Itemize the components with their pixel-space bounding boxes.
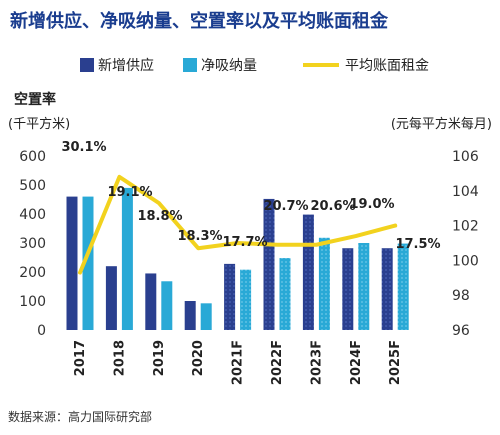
legend-rent: 平均账面租金 <box>303 58 429 74</box>
bar-supply-2024F <box>342 248 354 330</box>
legend-absorption-swatch <box>183 58 197 72</box>
legend-absorption-label: 净吸纳量 <box>201 58 257 74</box>
legend-rent-label: 平均账面租金 <box>345 58 429 74</box>
vacancy-label-2025F: 17.5% <box>395 237 440 252</box>
bar-supply-2020 <box>184 301 196 330</box>
category-labels: 2017 2018 2019 2020 2021F 2022F 2023F 2024F 2025… <box>73 340 403 385</box>
legend-supply-label: 新增供应 <box>98 57 154 74</box>
legend-absorption: 净吸纳量 <box>183 58 257 74</box>
vacancy-label-2020: 18.3% <box>177 229 222 244</box>
source-note: 数据来源：高力国际研究部 <box>8 409 152 424</box>
category-label-2023F: 2023F <box>309 340 324 385</box>
bar-absorption-2025F <box>397 243 409 330</box>
rent-line <box>78 174 398 275</box>
left-tick-label: 600 <box>19 149 46 165</box>
category-label-2021F: 2021F <box>231 340 246 385</box>
bar-absorption-2018 <box>121 187 133 330</box>
category-label-2017: 2017 <box>73 340 88 376</box>
category-label-2020: 2020 <box>191 340 206 376</box>
bar-absorption-2023F <box>318 237 330 330</box>
bar-absorption-2019 <box>161 281 173 330</box>
bar-supply-2022F <box>263 198 275 330</box>
bar-supply-2023F <box>302 214 314 330</box>
bar-absorption-2024F <box>358 243 370 330</box>
right-tick-label: 98 <box>452 288 470 304</box>
bar-supply-2019 <box>145 273 157 330</box>
legend-supply-swatch <box>80 58 94 72</box>
bar-absorption-2022F <box>279 258 291 330</box>
vacancy-labels: 30.1% 19.1% 18.8% 18.3% 17.7% 20.7% 20.6%19.0%… <box>61 140 440 252</box>
bar-supply-2025F <box>381 248 393 330</box>
bar-supply-2021F <box>224 263 236 330</box>
bars <box>66 187 409 330</box>
right-tick-label: 106 <box>452 149 479 165</box>
bar-absorption-2017 <box>82 196 94 330</box>
vacancy-label-2021F: 17.7% <box>222 235 267 250</box>
bar-absorption-2020 <box>200 303 212 330</box>
vacancy-label-2024F: 19.0% <box>349 197 394 212</box>
chart-title: 新增供应、净吸纳量、空置率以及平均账面租金 <box>10 10 389 32</box>
right-tick-label: 102 <box>452 219 479 235</box>
vacancy-label-2022F: 20.7% <box>263 199 308 214</box>
left-tick-label: 0 <box>37 323 46 339</box>
category-label-2024F: 2024F <box>349 340 364 385</box>
vacancy-label-2018: 19.1% <box>107 185 152 200</box>
right-axis-label: (元每平方米每月) <box>391 116 492 132</box>
vacancy-label-2019: 18.8% <box>137 209 182 224</box>
left-tick-label: 400 <box>19 207 46 223</box>
bar-supply-2018 <box>105 266 117 330</box>
right-tick-label: 100 <box>452 253 479 269</box>
left-tick-label: 100 <box>19 294 46 310</box>
left-axis-ticks: 0 100 200 300 400 500 600 <box>19 149 46 339</box>
category-label-2019: 2019 <box>152 340 167 376</box>
vacancy-label-2023F: 20.6% <box>310 199 355 214</box>
right-axis-ticks: 96 98 100 102 104 106 <box>452 149 479 339</box>
left-axis-label: (千平方米) <box>8 116 70 132</box>
vacancy-label-2017: 30.1% <box>61 140 106 155</box>
left-tick-label: 300 <box>19 236 46 252</box>
category-label-2018: 2018 <box>112 340 127 376</box>
legend-supply: 新增供应 <box>80 57 154 74</box>
bar-supply-2017 <box>66 196 78 330</box>
legend: 新增供应 净吸纳量 平均账面租金 <box>80 57 429 74</box>
bar-absorption-2021F <box>240 269 252 330</box>
category-label-2025F: 2025F <box>388 340 403 385</box>
vacancy-axis-title: 空置率 <box>14 91 56 108</box>
right-tick-label: 96 <box>452 323 470 339</box>
right-tick-label: 104 <box>452 184 479 200</box>
left-tick-label: 200 <box>19 265 46 281</box>
left-tick-label: 500 <box>19 178 46 194</box>
category-label-2022F: 2022F <box>270 340 285 385</box>
